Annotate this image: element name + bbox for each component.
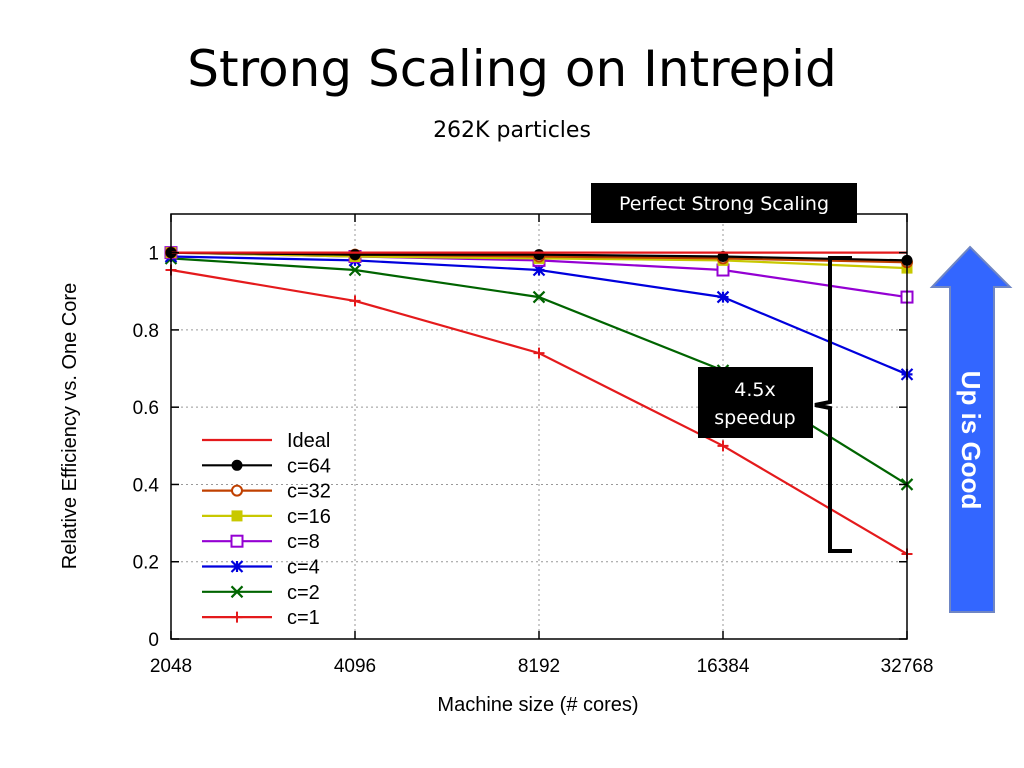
legend-marker (231, 611, 243, 623)
legend-item-c-16: c=16 (202, 506, 331, 528)
legend-item-c-32: c=32 (202, 481, 331, 503)
legend-label: c=8 (287, 531, 320, 553)
data-point-c-2 (532, 290, 546, 304)
y-tick-label: 0.6 (133, 398, 159, 419)
legend-marker (230, 534, 244, 548)
y-tick-label: 0.2 (133, 553, 159, 574)
legend-label: Ideal (287, 430, 330, 452)
data-point-c-4 (716, 290, 730, 304)
x-tick-label: 4096 (334, 656, 376, 677)
grid-lines (171, 214, 907, 639)
speedup-label-line2: speedup (714, 407, 796, 429)
data-point-c-8 (716, 263, 730, 277)
legend-item-c-1: c=1 (202, 607, 320, 629)
y-tick-label: 0.4 (133, 475, 160, 496)
slide-subtitle: 262K particles (433, 118, 591, 143)
legend-label: c=32 (287, 481, 331, 503)
y-tick-label: 1 (148, 244, 159, 265)
x-tick-label: 16384 (697, 656, 750, 677)
y-tick-label: 0 (148, 630, 159, 651)
up-arrow-icon (929, 245, 1013, 613)
legend: Ideal c=64 c=32 c=16 c=8 c=4 c=2 c=1 (202, 430, 331, 629)
data-point-c-1 (349, 295, 361, 307)
speedup-brace (814, 256, 852, 553)
legend-label: c=1 (287, 607, 320, 629)
y-tick-label: 0.8 (133, 321, 159, 342)
legend-label: c=16 (287, 506, 331, 528)
speedup-callout (698, 367, 813, 438)
data-point-c-4 (532, 263, 546, 277)
x-tick-label: 2048 (150, 656, 192, 677)
slide-title: Strong Scaling on Intrepid (187, 40, 837, 98)
legend-label: c=2 (287, 582, 320, 604)
data-point-c-2 (348, 263, 362, 277)
data-point-c-64 (349, 249, 361, 261)
legend-marker (231, 484, 243, 497)
up-is-good-label: Up is Good (956, 371, 986, 510)
x-tick-label: 8192 (518, 656, 560, 677)
legend-label: c=64 (287, 455, 331, 477)
legend-item-c-64: c=64 (202, 455, 331, 477)
perfect-scaling-callout (591, 183, 857, 223)
x-tick-label: 32768 (881, 656, 934, 677)
legend-item-ideal: Ideal (202, 430, 330, 452)
speedup-label-line1: 4.5x (734, 379, 775, 401)
legend-label: c=4 (287, 557, 320, 579)
legend-item-c-4: c=4 (202, 557, 320, 579)
legend-marker (231, 510, 243, 522)
legend-marker (230, 560, 244, 573)
legend-item-c-2: c=2 (202, 582, 320, 604)
perfect-scaling-label: Perfect Strong Scaling (619, 193, 829, 215)
legend-marker (231, 459, 243, 471)
data-point-c-1 (717, 440, 729, 452)
y-axis-label: Relative Efficiency vs. One Core (59, 283, 81, 569)
x-axis-label: Machine size (# cores) (437, 694, 638, 716)
legend-marker (230, 585, 244, 599)
data-point-c-1 (533, 347, 545, 359)
data-point-c-64 (533, 249, 545, 261)
axis-ticks: 0 0.2 0.4 0.6 0.8 1 2048 4096 8192 16384 32768 (133, 214, 934, 677)
legend-item-c-8: c=8 (202, 531, 320, 553)
